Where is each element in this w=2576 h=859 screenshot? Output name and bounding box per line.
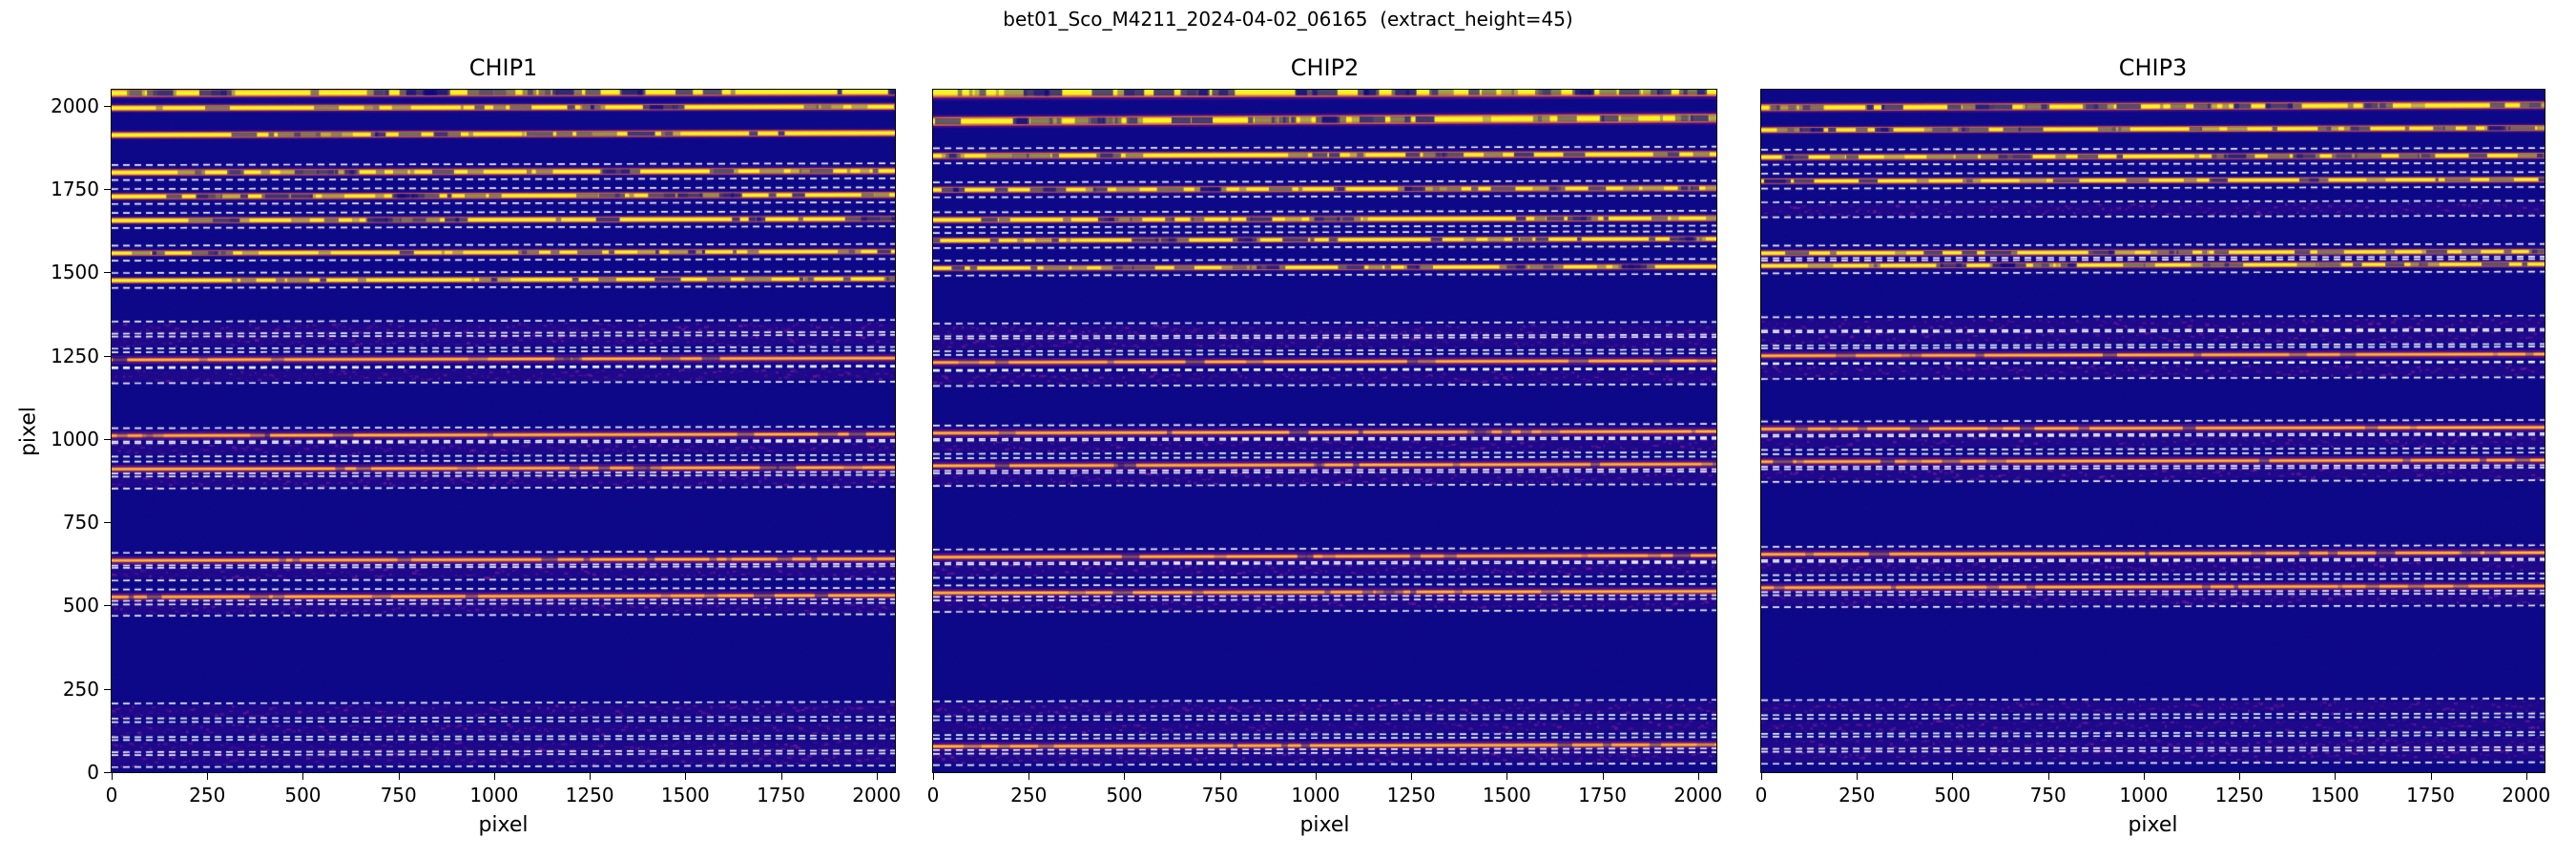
x-tick-mark	[2525, 773, 2527, 780]
y-tick-mark	[104, 105, 111, 107]
x-tick-mark	[1411, 773, 1413, 780]
x-tick-label: 500	[1934, 784, 1971, 807]
y-tick-label: 1250	[51, 344, 99, 367]
x-tick-mark	[2047, 773, 2049, 780]
x-tick-label: 2000	[852, 784, 902, 807]
x-tick-mark	[876, 773, 878, 780]
x-tick-label: 1250	[2214, 784, 2264, 807]
x-tick-label: 1750	[757, 784, 805, 807]
x-tick-label: 250	[189, 784, 226, 807]
x-tick-mark	[398, 773, 400, 780]
figure-title: bet01_Sco_M4211_2024-04-02_06165 (extrac…	[1003, 8, 1573, 31]
x-tick-mark	[1952, 773, 1954, 780]
x-tick-mark	[933, 773, 934, 780]
y-tick-label: 2000	[51, 94, 99, 117]
x-tick-label: 1750	[2406, 784, 2455, 807]
y-tick-mark	[104, 522, 111, 524]
chip3-spectral-image	[1761, 90, 2545, 772]
x-tick-label: 2000	[1673, 784, 1723, 807]
plot-area-chip3: 0 250 500 750 1000 1250 1500 1750 2000	[1755, 89, 2550, 807]
x-tick-mark	[493, 773, 495, 780]
x-axis-label-chip2: pixel	[1299, 813, 1350, 837]
y-tick-mark	[104, 355, 111, 357]
x-tick-mark	[2143, 773, 2145, 780]
subplot-chip3: CHIP3 0 250 500 750 1000 1250 1500 1750 2000 pix…	[1755, 53, 2551, 837]
subplot-title-chip1: CHIP1	[468, 54, 538, 81]
y-tick-mark	[104, 688, 111, 690]
chip2-spectral-image	[933, 90, 1716, 772]
x-tick-mark	[1506, 773, 1508, 780]
subplot-chip1: CHIP1 0 250 500 750 1000 1250 1500 1750 2000 0 250…	[51, 53, 901, 837]
y-tick-label: 1500	[51, 261, 99, 284]
x-tick-label: 750	[2029, 784, 2067, 807]
x-tick-mark	[1697, 773, 1699, 780]
x-tick-label: 1500	[660, 784, 710, 807]
x-tick-mark	[2430, 773, 2432, 780]
y-tick-label: 250	[62, 677, 99, 701]
x-tick-mark	[1124, 773, 1126, 780]
x-axis-label-chip1: pixel	[478, 813, 529, 837]
y-tick-label: 1000	[51, 427, 99, 450]
x-tick-mark	[1857, 773, 1859, 780]
x-tick-mark	[2335, 773, 2337, 780]
y-tick-label: 0	[87, 761, 99, 784]
subplot-title-chip2: CHIP2	[1290, 54, 1360, 81]
x-tick-label: 1250	[565, 784, 614, 807]
x-tick-label: 1500	[2310, 784, 2359, 807]
chip1-spectral-image	[112, 90, 895, 772]
x-tick-mark	[112, 773, 113, 780]
y-tick-mark	[104, 605, 111, 607]
x-tick-label: 500	[1106, 784, 1143, 807]
x-tick-label: 2000	[2502, 784, 2551, 807]
x-tick-mark	[780, 773, 782, 780]
x-tick-mark	[1315, 773, 1317, 780]
x-tick-mark	[1602, 773, 1604, 780]
subplot-title-chip3: CHIP3	[2118, 54, 2188, 81]
y-tick-label: 1750	[51, 178, 99, 201]
y-axis-label: pixel	[16, 406, 41, 457]
x-tick-label: 1750	[1578, 784, 1627, 807]
y-tick-label: 500	[62, 594, 99, 618]
y-tick-label: 750	[62, 511, 99, 534]
x-tick-label: 500	[284, 784, 322, 807]
y-tick-mark	[104, 189, 111, 191]
x-tick-label: 0	[1755, 784, 1768, 807]
x-tick-label: 1000	[1291, 784, 1340, 807]
x-tick-mark	[2239, 773, 2241, 780]
plot-area-chip2: 0 250 500 750 1000 1250 1500 1750 2000	[927, 89, 1722, 807]
plot-area-chip1: 0 250 500 750 1000 1250 1500 1750 2000 0 250 500 750…	[51, 89, 901, 807]
x-tick-label: 0	[926, 784, 940, 807]
x-axis-label-chip3: pixel	[2128, 813, 2178, 837]
y-tick-mark	[104, 438, 111, 440]
x-tick-label: 1000	[2119, 784, 2169, 807]
x-tick-mark	[1219, 773, 1221, 780]
x-tick-mark	[1028, 773, 1030, 780]
x-tick-label: 1500	[1482, 784, 1531, 807]
x-tick-label: 250	[1010, 784, 1048, 807]
y-tick-mark	[104, 772, 111, 773]
x-tick-mark	[207, 773, 209, 780]
x-tick-label: 750	[1201, 784, 1238, 807]
x-tick-label: 1000	[469, 784, 519, 807]
x-tick-label: 250	[1839, 784, 1876, 807]
x-tick-label: 0	[105, 784, 118, 807]
x-tick-mark	[685, 773, 687, 780]
x-tick-label: 1250	[1386, 784, 1436, 807]
x-tick-label: 750	[380, 784, 417, 807]
subplot-chip2: CHIP2 0 250 500 750 1000 1250 1500 1750 2000 pix…	[927, 53, 1723, 837]
x-tick-mark	[590, 773, 592, 780]
y-tick-mark	[104, 272, 111, 274]
x-tick-mark	[1761, 773, 1762, 780]
x-tick-mark	[302, 773, 304, 780]
